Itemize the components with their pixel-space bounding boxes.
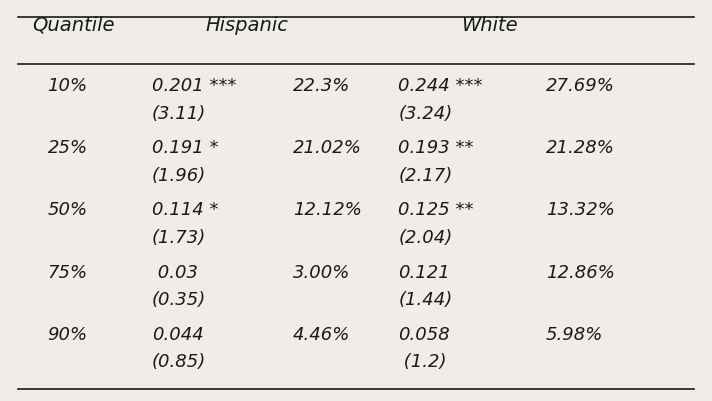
Text: (1.44): (1.44) <box>398 290 452 308</box>
Text: (1.73): (1.73) <box>152 229 206 246</box>
Text: (2.17): (2.17) <box>398 166 452 184</box>
Text: 0.058: 0.058 <box>398 325 450 343</box>
Text: 0.191 *: 0.191 * <box>152 139 219 157</box>
Text: 12.86%: 12.86% <box>546 263 615 281</box>
Text: 21.02%: 21.02% <box>293 139 362 157</box>
Text: 0.244 ***: 0.244 *** <box>398 77 483 95</box>
Text: (1.2): (1.2) <box>398 352 446 371</box>
Text: 21.28%: 21.28% <box>546 139 615 157</box>
Text: 3.00%: 3.00% <box>293 263 350 281</box>
Text: 0.201 ***: 0.201 *** <box>152 77 236 95</box>
Text: 22.3%: 22.3% <box>293 77 350 95</box>
Text: 13.32%: 13.32% <box>546 201 615 219</box>
Text: 0.03: 0.03 <box>152 263 198 281</box>
Text: 27.69%: 27.69% <box>546 77 615 95</box>
Text: 50%: 50% <box>48 201 88 219</box>
Text: 90%: 90% <box>48 325 88 343</box>
Text: (3.11): (3.11) <box>152 104 206 122</box>
Text: 0.125 **: 0.125 ** <box>398 201 473 219</box>
Text: 0.044: 0.044 <box>152 325 204 343</box>
Text: 0.121: 0.121 <box>398 263 450 281</box>
Text: 10%: 10% <box>48 77 88 95</box>
Text: Quantile: Quantile <box>32 16 115 35</box>
Text: (3.24): (3.24) <box>398 104 452 122</box>
Text: 12.12%: 12.12% <box>293 201 362 219</box>
Text: 0.114 *: 0.114 * <box>152 201 219 219</box>
Text: (0.35): (0.35) <box>152 290 206 308</box>
Text: (0.85): (0.85) <box>152 352 206 371</box>
Text: (1.96): (1.96) <box>152 166 206 184</box>
Text: (2.04): (2.04) <box>398 229 452 246</box>
Text: 5.98%: 5.98% <box>546 325 603 343</box>
Text: 4.46%: 4.46% <box>293 325 350 343</box>
Text: 25%: 25% <box>48 139 88 157</box>
Text: Hispanic: Hispanic <box>206 16 288 35</box>
Text: White: White <box>461 16 518 35</box>
Text: 0.193 **: 0.193 ** <box>398 139 473 157</box>
Text: 75%: 75% <box>48 263 88 281</box>
